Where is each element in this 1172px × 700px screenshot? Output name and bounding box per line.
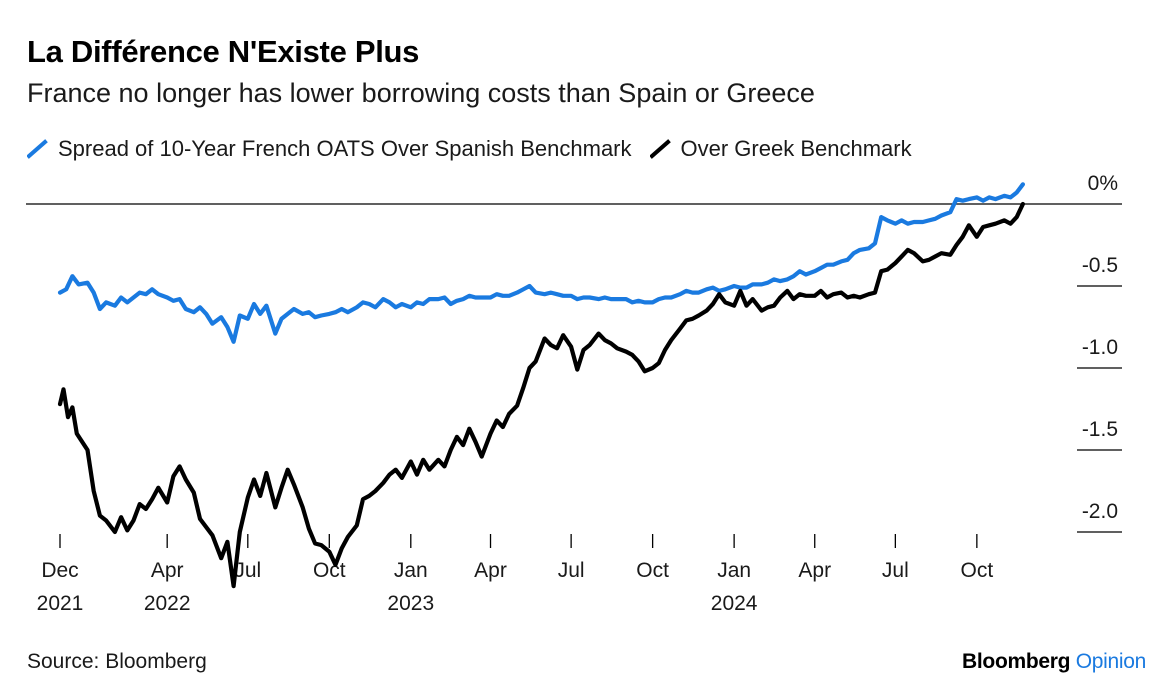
x-tick-label: Jul: [558, 559, 585, 582]
x-tick-label: Dec: [41, 559, 78, 582]
series-spain: [57, 182, 1025, 344]
series-line-greece: [57, 201, 1025, 589]
chart-subtitle: France no longer has lower borrowing cos…: [27, 78, 815, 108]
x-tick-label: Apr: [151, 559, 184, 582]
x-tick-label: Jan: [394, 559, 428, 582]
x-tick-label: Oct: [313, 559, 346, 582]
x-tick-label: Jul: [882, 559, 909, 582]
legend-swatch-greece: [649, 139, 671, 159]
source-note: Source: Bloomberg: [27, 650, 207, 673]
y-tick-label: -1.0: [1082, 336, 1118, 359]
legend-swatch-spain: [27, 139, 48, 159]
x-tick-year-label: 2024: [711, 592, 758, 615]
x-tick-label: Apr: [474, 559, 507, 582]
x-tick-label: Oct: [961, 559, 994, 582]
series-layer: [57, 182, 1025, 589]
legend-item-greece: Over Greek Benchmark: [649, 136, 912, 162]
brand-main: Bloomberg: [962, 650, 1071, 673]
series-greece: [57, 201, 1025, 589]
y-tick-label: 0%: [1088, 172, 1118, 195]
x-tick-label: Jul: [234, 559, 261, 582]
brand-sub: Opinion: [1075, 650, 1147, 673]
x-tick-year-label: 2022: [144, 592, 191, 615]
x-tick-label: Jan: [717, 559, 751, 582]
series-line-spain: [57, 182, 1025, 344]
brand-logo: Bloomberg Opinion: [962, 650, 1146, 674]
x-axis: Dec 2021 Apr 2022 Jul Oct Jan 2023 Apr Jul Oct Jan 2…: [37, 534, 994, 615]
y-tick-label: -2.0: [1082, 500, 1118, 523]
x-tick-label: Apr: [798, 559, 831, 582]
x-tick-year-label: 2023: [387, 592, 434, 615]
legend-item-spain: Spread of 10-Year French OATS Over Spani…: [27, 136, 632, 162]
chart-legend: Spread of 10-Year French OATS Over Spani…: [27, 132, 930, 166]
x-tick-year-label: 2021: [37, 592, 84, 615]
y-tick-label: -1.5: [1082, 418, 1118, 441]
x-tick-label: Oct: [636, 559, 669, 582]
legend-label-spain: Spread of 10-Year French OATS Over Spani…: [58, 136, 632, 161]
y-tick-label: -0.5: [1082, 254, 1118, 277]
legend-label-greece: Over Greek Benchmark: [680, 136, 912, 161]
y-axis: 0% -0.5 -1.0 -1.5 -2.0: [26, 172, 1122, 533]
chart-title: La Différence N'Existe Plus: [27, 34, 420, 69]
